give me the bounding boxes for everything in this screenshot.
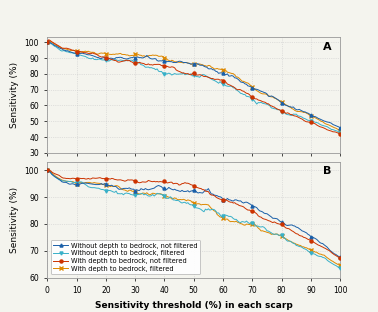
Without depth to bedrock, not filtered [152,186,156,190]
With depth to bedrock, not filtered [48,169,53,173]
Y-axis label: Sensitivity (%): Sensitivity (%) [10,187,19,253]
With depth to bedrock, not filtered [169,180,174,184]
With depth to bedrock, filtered [46,168,51,172]
With depth to bedrock, not filtered [204,190,209,193]
With depth to bedrock, not filtered [314,242,319,246]
Without depth to bedrock, filtered [313,252,318,256]
Without depth to bedrock, not filtered [45,168,50,172]
Line: Without depth to bedrock, not filtered: Without depth to bedrock, not filtered [46,169,342,259]
With depth to bedrock, not filtered [338,256,342,260]
Without depth to bedrock, filtered [338,266,342,270]
With depth to bedrock, not filtered [153,180,158,184]
Without depth to bedrock, filtered [71,181,76,185]
Without depth to bedrock, filtered [45,168,50,172]
With depth to bedrock, filtered [48,169,53,173]
With depth to bedrock, not filtered [45,168,50,172]
Without depth to bedrock, filtered [46,169,51,173]
Line: With depth to bedrock, not filtered: With depth to bedrock, not filtered [46,168,342,260]
With depth to bedrock, filtered [73,181,77,185]
Legend: Without depth to bedrock, not filtered, Without depth to bedrock, filtered, With: Without depth to bedrock, not filtered, … [51,240,200,274]
With depth to bedrock, filtered [314,250,319,254]
With depth to bedrock, filtered [204,203,209,207]
Without depth to bedrock, filtered [152,194,156,198]
With depth to bedrock, filtered [338,263,342,267]
Without depth to bedrock, not filtered [203,188,208,192]
Text: A: A [323,42,332,52]
With depth to bedrock, not filtered [73,177,77,180]
Without depth to bedrock, not filtered [71,182,76,186]
Without depth to bedrock, not filtered [46,168,51,172]
Without depth to bedrock, not filtered [168,187,172,190]
Without depth to bedrock, not filtered [313,237,318,241]
Without depth to bedrock, filtered [203,207,208,211]
Without depth to bedrock, filtered [168,195,172,199]
Y-axis label: Sensitivity (%): Sensitivity (%) [10,62,19,128]
X-axis label: Sensitivity threshold (%) in each scarp: Sensitivity threshold (%) in each scarp [95,300,293,310]
With depth to bedrock, filtered [169,197,174,201]
Text: B: B [323,166,332,176]
With depth to bedrock, filtered [45,168,50,172]
Without depth to bedrock, not filtered [338,255,342,259]
With depth to bedrock, not filtered [46,168,51,171]
With depth to bedrock, filtered [153,192,158,196]
Line: With depth to bedrock, filtered: With depth to bedrock, filtered [46,168,342,267]
Line: Without depth to bedrock, filtered: Without depth to bedrock, filtered [46,169,342,270]
